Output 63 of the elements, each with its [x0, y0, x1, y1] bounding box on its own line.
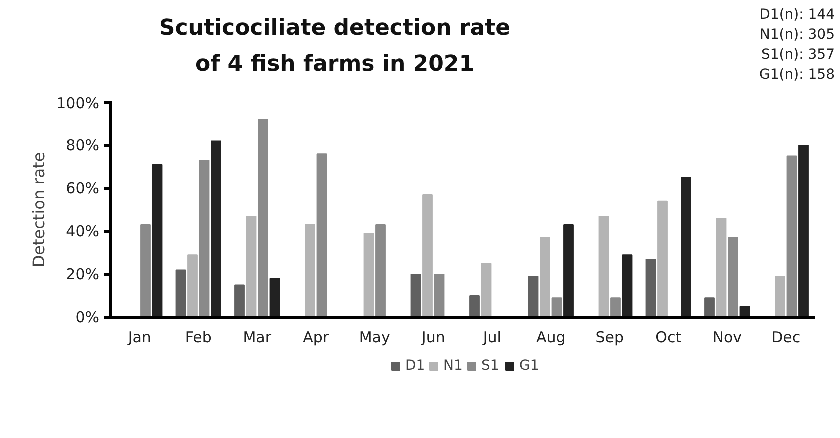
bar	[176, 270, 186, 318]
bar	[552, 298, 562, 318]
text: N1(n): 305	[760, 27, 835, 43]
x-tick-label: Jan	[127, 328, 152, 346]
y-tick-label: 0%	[76, 308, 100, 326]
bar	[540, 237, 550, 318]
bar	[316, 154, 328, 318]
x-tick-label: Feb	[185, 328, 212, 346]
chart-title: Scuticociliate detection rate of 4 fish farms in 2021	[159, 15, 511, 79]
x-tick-label: Oct	[656, 328, 682, 346]
bar	[422, 194, 433, 318]
y-axis-title: Detection rate	[30, 152, 49, 268]
text: S1(n): 357	[762, 47, 835, 63]
x-tick-label: Jun	[420, 328, 446, 346]
bar	[481, 263, 492, 318]
bar	[410, 274, 422, 318]
bar	[199, 160, 210, 318]
x-tick-label: Apr	[303, 328, 330, 346]
bar	[681, 177, 692, 318]
bar	[728, 237, 738, 318]
bar	[305, 224, 316, 318]
bar	[786, 156, 798, 318]
bar	[258, 119, 268, 318]
legend-label: N1	[444, 358, 464, 374]
bar	[364, 233, 374, 318]
y-tick-label: 80%	[66, 136, 100, 154]
x-tick-label: Dec	[772, 328, 801, 346]
x-tick-label: Nov	[712, 328, 742, 346]
bar	[798, 145, 809, 318]
bar	[704, 298, 715, 318]
x-tick-label: Mar	[243, 328, 272, 346]
bar	[376, 224, 386, 318]
bar	[152, 164, 163, 318]
bar	[775, 276, 786, 318]
bar	[716, 218, 727, 318]
bar	[188, 254, 198, 318]
bar	[646, 258, 656, 318]
y-tick-label: 60%	[66, 180, 100, 198]
bar	[234, 284, 245, 318]
legend-label: S1	[482, 358, 500, 374]
bar	[622, 254, 633, 318]
text: D1(n): 144	[760, 7, 835, 23]
x-tick-label: Aug	[536, 328, 566, 346]
bar	[470, 296, 480, 318]
legend-label: D1	[406, 358, 426, 374]
x-tick-label: May	[359, 328, 391, 346]
text: G1(n): 158	[760, 67, 835, 83]
bar	[564, 224, 574, 318]
y-tick-label: 20%	[66, 266, 100, 284]
bar	[598, 216, 610, 318]
bar	[246, 216, 257, 318]
x-tick-label: Sep	[596, 328, 624, 346]
bar	[270, 278, 280, 318]
x-tick-label: Jul	[482, 328, 502, 346]
legend-label: G1	[520, 358, 540, 374]
bar	[434, 274, 445, 318]
bar	[658, 200, 668, 318]
y-tick-label: 40%	[66, 222, 100, 240]
y-tick-label: 100%	[56, 94, 100, 112]
bar	[211, 140, 222, 318]
bar	[528, 276, 539, 318]
bar	[140, 224, 151, 318]
bar	[610, 298, 621, 318]
